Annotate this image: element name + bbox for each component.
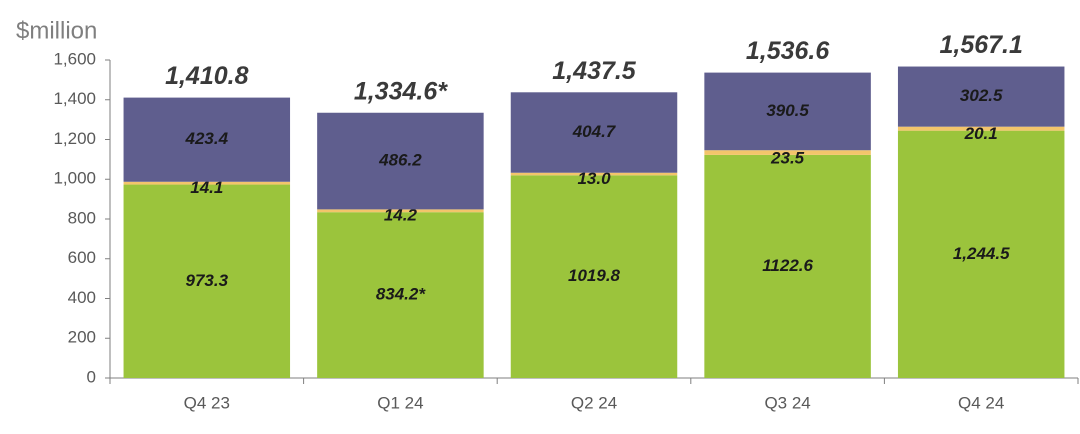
- y-tick-label: 1,600: [53, 49, 96, 68]
- y-tick-label: 1,400: [53, 89, 96, 108]
- y-axis-label: $million: [16, 17, 97, 44]
- value-label: 423.4: [185, 129, 229, 148]
- bar-segment: [897, 66, 1065, 127]
- bar-segment: [897, 130, 1065, 378]
- bar-segment: [897, 126, 1065, 131]
- value-label: 1019.8: [568, 266, 621, 285]
- value-label: 20.1: [964, 124, 998, 143]
- bar-segment: [704, 72, 871, 151]
- total-label: 1,437.5: [552, 57, 637, 85]
- total-label: 1,567.1: [939, 31, 1022, 59]
- bar-segment: [317, 209, 484, 213]
- y-tick-label: 400: [68, 288, 96, 307]
- bar-segment: [123, 184, 291, 378]
- x-tick-label: Q1 24: [377, 393, 423, 412]
- value-label: 23.5: [770, 148, 805, 167]
- bar-segment: [510, 175, 678, 378]
- y-tick-label: 1,200: [53, 129, 96, 148]
- bar-segment: [704, 154, 871, 378]
- bar-segment: [317, 112, 484, 210]
- value-label: 14.1: [190, 178, 223, 197]
- value-label: 486.2: [378, 151, 422, 170]
- x-tick-label: Q2 24: [571, 393, 617, 412]
- value-label: 1,244.5: [953, 244, 1010, 263]
- value-label: 1122.6: [762, 256, 813, 275]
- total-label: 1,334.6*: [354, 77, 448, 105]
- y-tick-label: 800: [68, 208, 96, 227]
- value-label: 404.7: [572, 122, 617, 141]
- y-tick-label: 600: [68, 248, 96, 267]
- y-tick-label: 1,000: [53, 169, 96, 188]
- total-label: 1,410.8: [165, 62, 249, 90]
- value-label: 390.5: [766, 101, 809, 120]
- value-label: 13.0: [577, 169, 611, 188]
- bar-segment: [510, 92, 678, 173]
- value-label: 973.3: [186, 271, 229, 290]
- bar-segment: [123, 181, 291, 185]
- bar-segment: [317, 212, 484, 378]
- bar-segment: [123, 97, 291, 182]
- bar-segment: [704, 150, 871, 155]
- value-label: 14.2: [384, 206, 418, 225]
- x-tick-label: Q4 24: [958, 393, 1004, 412]
- value-label: 302.5: [960, 86, 1003, 105]
- x-tick-label: Q3 24: [764, 393, 810, 412]
- bar-segment: [510, 172, 678, 176]
- y-tick-label: 200: [68, 328, 96, 347]
- value-label: 834.2*: [376, 285, 427, 304]
- x-tick-label: Q4 23: [184, 393, 230, 412]
- total-label: 1,536.6: [746, 37, 831, 65]
- y-tick-label: 0: [87, 367, 96, 386]
